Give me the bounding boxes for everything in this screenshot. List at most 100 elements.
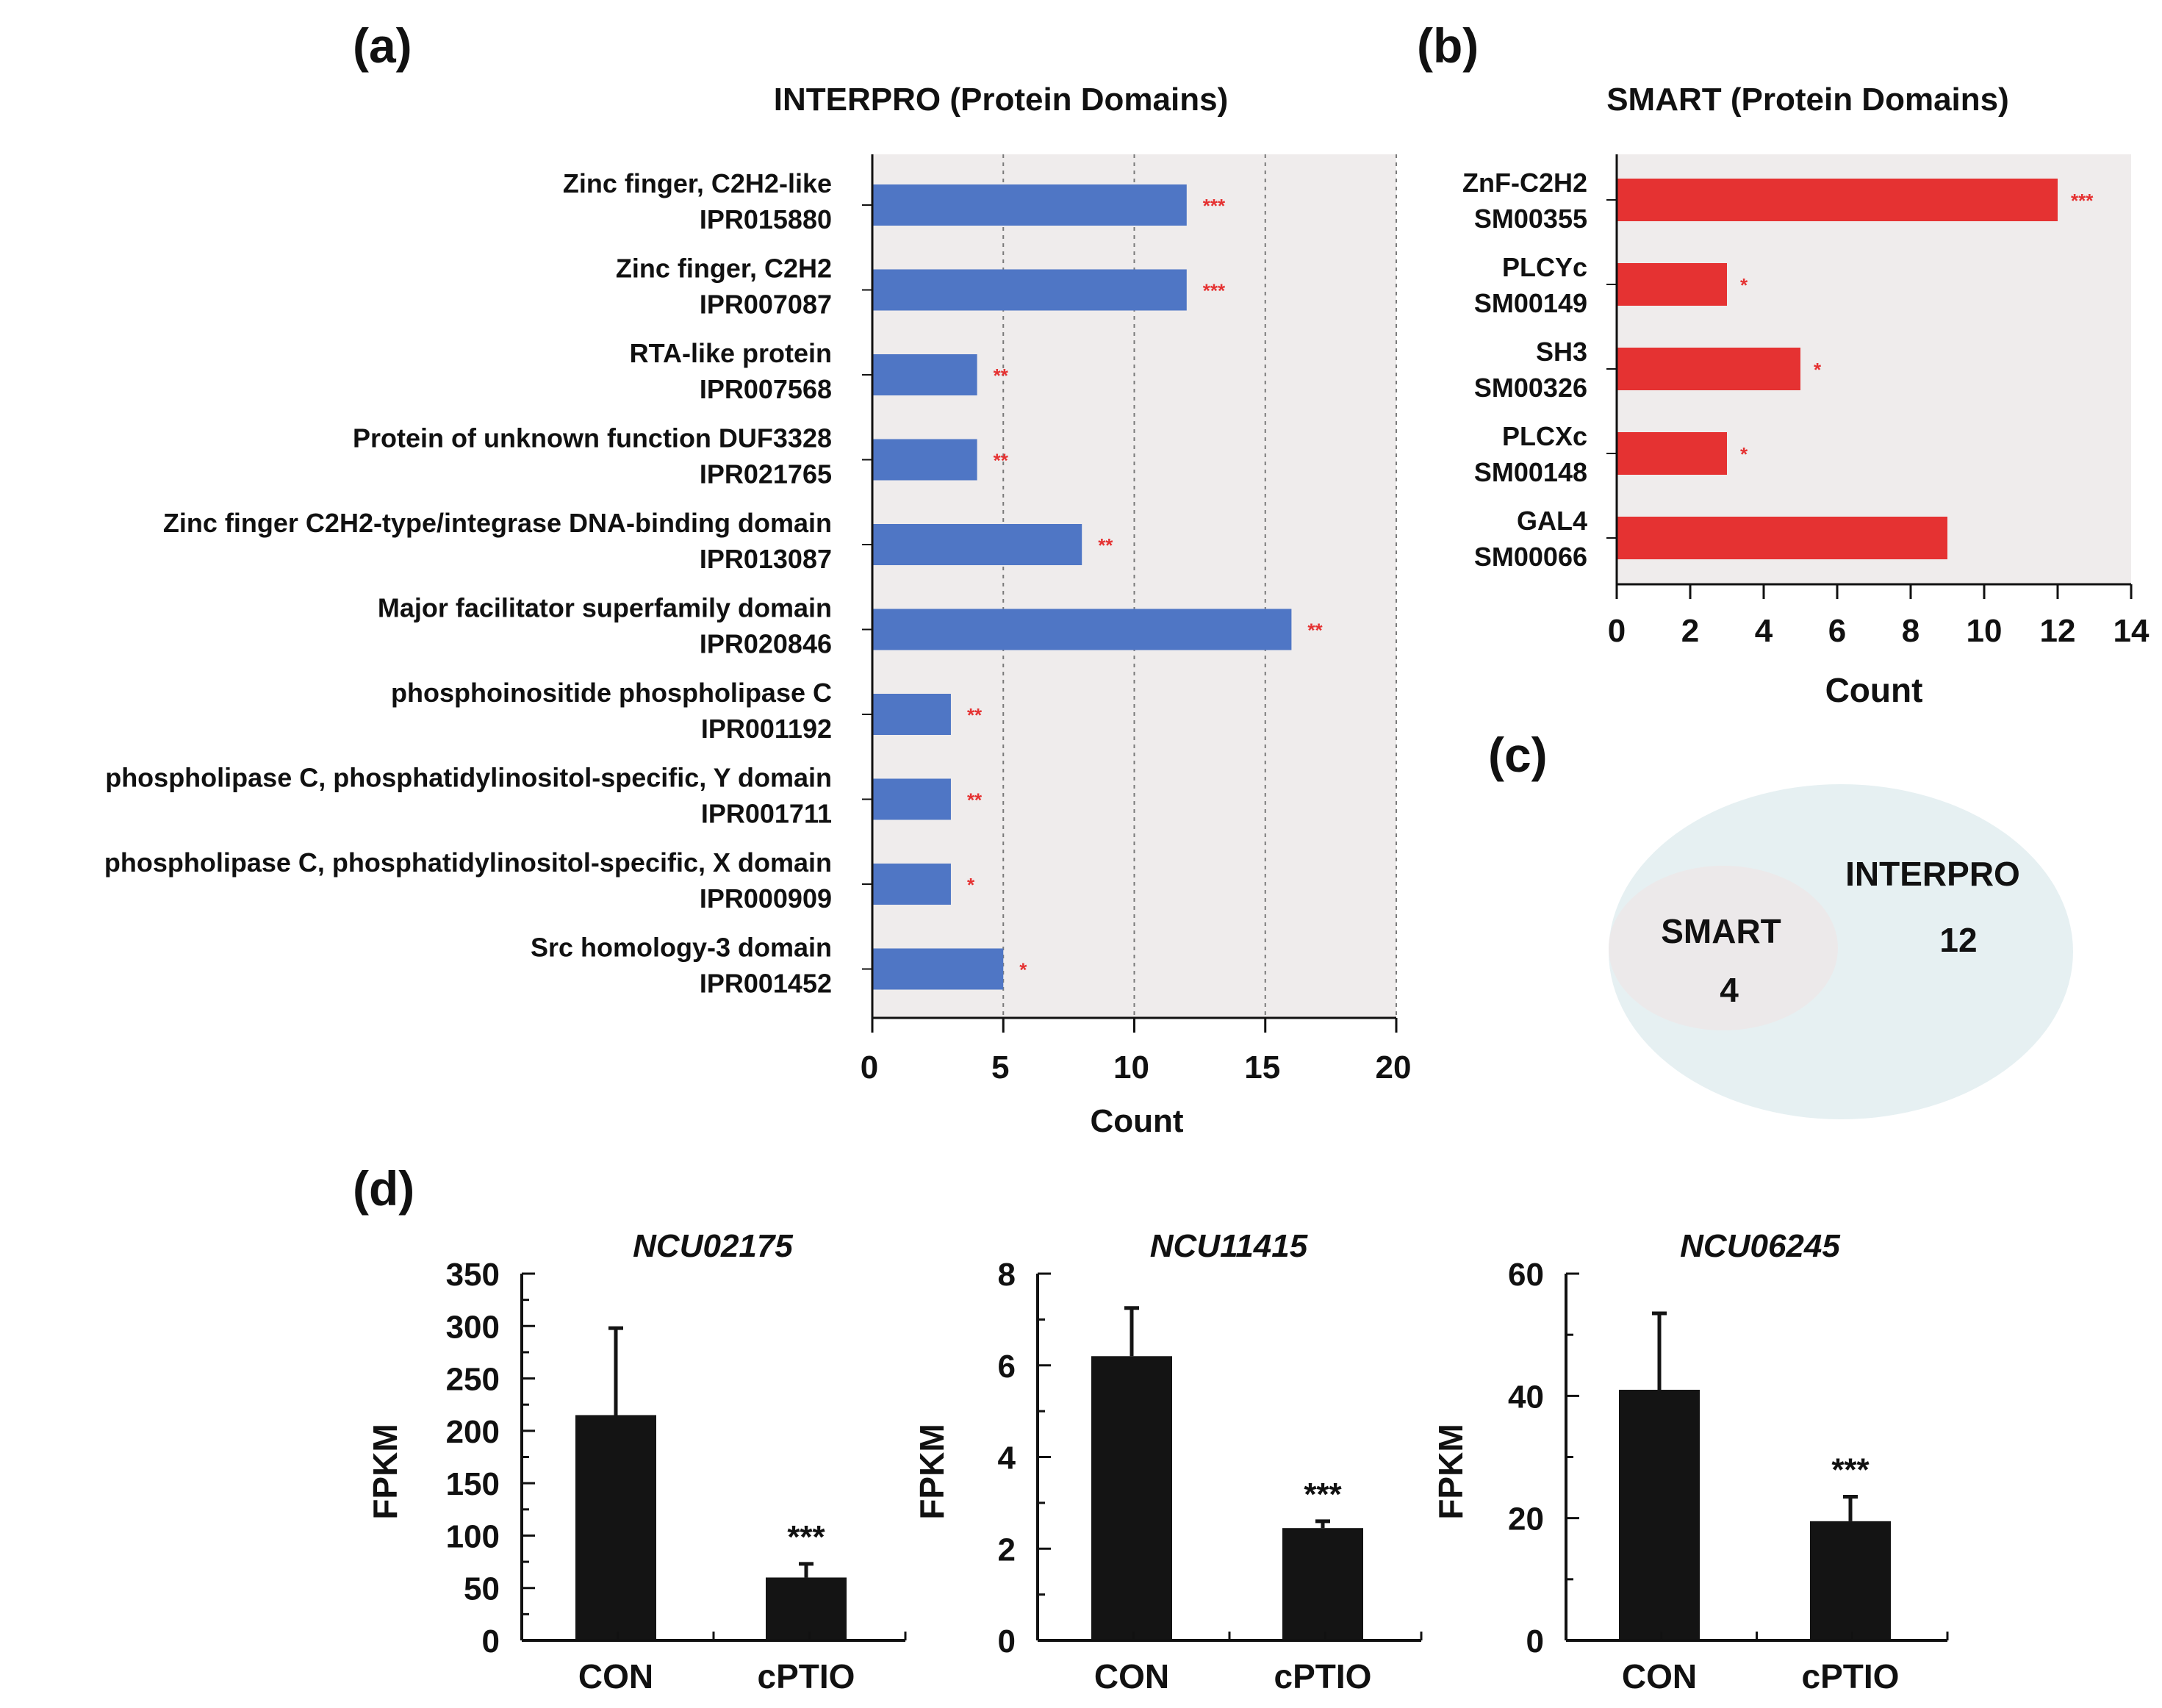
ncu06245-y-tick-label: 20 bbox=[1508, 1501, 1544, 1537]
interpro-x-tick-label: 15 bbox=[1244, 1049, 1280, 1086]
smart-bar bbox=[1617, 348, 1800, 390]
interpro-significance-mark: ** bbox=[994, 365, 1009, 387]
smart-category-id: SM00148 bbox=[1474, 457, 1587, 487]
interpro-category-id: IPR001192 bbox=[701, 714, 832, 744]
interpro-bar bbox=[872, 184, 1187, 226]
ncu11415-y-tick-label: 0 bbox=[998, 1623, 1016, 1659]
ncu02175-y-tick-label: 350 bbox=[446, 1257, 500, 1293]
interpro-significance-mark: * bbox=[1019, 959, 1027, 981]
ncu06245-title: NCU06245 bbox=[1680, 1228, 1840, 1264]
interpro-category-name: Protein of unknown function DUF3328 bbox=[353, 423, 832, 453]
smart-x-tick-label: 14 bbox=[2113, 613, 2150, 649]
interpro-category-id: IPR007568 bbox=[700, 374, 832, 404]
smart-category-name: PLCXc bbox=[1502, 421, 1587, 451]
interpro-category-id: IPR015880 bbox=[700, 204, 832, 234]
smart-x-tick-label: 2 bbox=[1681, 613, 1699, 649]
smart-chart: ****** 0 2 4 6 8 10 12 14 ZnF-C2H2SM00355PLCYcS… bbox=[1462, 82, 2150, 709]
smart-category-id: SM00355 bbox=[1474, 204, 1587, 234]
interpro-category-name: Src homology-3 domain bbox=[531, 933, 832, 963]
interpro-significance-mark: ** bbox=[994, 450, 1009, 472]
interpro-category-id: IPR021765 bbox=[700, 459, 832, 489]
interpro-category-name: Zinc finger, C2H2 bbox=[616, 254, 832, 284]
ncu11415-y-tick-label: 2 bbox=[998, 1532, 1016, 1568]
interpro-bar bbox=[872, 524, 1082, 565]
interpro-gridlines bbox=[1002, 154, 1397, 1018]
interpro-x-tick-label: 10 bbox=[1113, 1049, 1149, 1086]
interpro-bar bbox=[872, 609, 1292, 650]
ncu11415-chart: NCU11415 CON *** cPTIO 0 2 4 6 8 FPKM bbox=[913, 1228, 1423, 1696]
venn-diagram: INTERPRO 12 SMART 4 bbox=[1609, 784, 2073, 1119]
smart-x-tick-label: 4 bbox=[1755, 613, 1773, 649]
smart-bar bbox=[1617, 432, 1727, 475]
panel-label-d: (d) bbox=[353, 1161, 414, 1216]
ncu02175-y-axis-label: FPKM bbox=[366, 1424, 404, 1519]
interpro-category-labels: Zinc finger, C2H2-like IPR015880 Zinc fing… bbox=[104, 168, 832, 999]
interpro-bar bbox=[872, 269, 1187, 311]
ncu06245-y-tick-label: 40 bbox=[1508, 1379, 1544, 1415]
smart-title: SMART (Protein Domains) bbox=[1606, 82, 2009, 118]
interpro-axes: 0 5 10 15 20 bbox=[861, 154, 1411, 1086]
ncu11415-title: NCU11415 bbox=[1150, 1228, 1308, 1264]
ncu06245-x-tick-label: cPTIO bbox=[1802, 1657, 1900, 1696]
interpro-x-axis-label: Count bbox=[1090, 1103, 1183, 1139]
ncu11415-y-axis-label: FPKM bbox=[913, 1424, 951, 1519]
ncu11415-significance-mark: *** bbox=[1304, 1476, 1342, 1513]
interpro-category-name: RTA-like protein bbox=[630, 338, 832, 368]
smart-category-labels: ZnF-C2H2 SM00355 PLCYc SM00149 SH3 SM00326 PLC… bbox=[1462, 168, 1587, 572]
ncu02175-y-tick-label: 250 bbox=[446, 1362, 500, 1398]
interpro-category-name: Zinc finger, C2H2-like bbox=[563, 168, 832, 198]
panel-label-b: (b) bbox=[1417, 18, 1479, 73]
ncu06245-significance-mark: *** bbox=[1831, 1452, 1870, 1488]
interpro-bars: ******************** bbox=[872, 184, 1324, 990]
interpro-bar bbox=[872, 864, 951, 905]
smart-category-id: SM00326 bbox=[1474, 373, 1587, 403]
interpro-x-tick-label: 5 bbox=[991, 1049, 1009, 1086]
interpro-significance-mark: * bbox=[967, 874, 975, 896]
interpro-significance-mark: ** bbox=[967, 704, 983, 726]
interpro-significance-mark: *** bbox=[1203, 195, 1226, 217]
interpro-bar bbox=[872, 354, 977, 395]
ncu11415-bar bbox=[1091, 1356, 1172, 1640]
interpro-bar bbox=[872, 694, 951, 735]
interpro-category-id: IPR020846 bbox=[700, 629, 832, 659]
ncu06245-y-axis-label: FPKM bbox=[1432, 1424, 1470, 1519]
smart-category-id: SM00066 bbox=[1474, 542, 1587, 572]
interpro-category-id: IPR000909 bbox=[700, 883, 832, 914]
ncu06245-y-tick-label: 60 bbox=[1508, 1257, 1544, 1293]
smart-x-tick-label: 6 bbox=[1828, 613, 1846, 649]
interpro-title: INTERPRO (Protein Domains) bbox=[774, 82, 1229, 118]
interpro-category-name: Major facilitator superfamily domain bbox=[378, 593, 832, 623]
interpro-significance-mark: ** bbox=[967, 789, 983, 811]
smart-category-name: ZnF-C2H2 bbox=[1462, 168, 1587, 198]
smart-significance-mark: *** bbox=[2071, 190, 2094, 212]
smart-x-tick-label: 12 bbox=[2040, 613, 2076, 649]
ncu02175-y-tick-label: 0 bbox=[482, 1623, 500, 1659]
interpro-significance-mark: ** bbox=[1098, 534, 1113, 556]
smart-significance-mark: * bbox=[1814, 359, 1822, 381]
smart-axes: 0 2 4 6 8 10 12 14 bbox=[1606, 154, 2150, 649]
venn-smart-circle bbox=[1609, 866, 1838, 1030]
ncu02175-chart: NCU02175 CON *** cPTIO 0 50 100 150 200 250 300 350… bbox=[366, 1228, 907, 1696]
ncu11415-x-tick-label: CON bbox=[1094, 1657, 1169, 1696]
venn-interpro-count: 12 bbox=[1939, 921, 1977, 959]
ncu02175-significance-mark: *** bbox=[787, 1519, 825, 1555]
smart-x-axis-label: Count bbox=[1825, 671, 1923, 709]
ncu02175-x-tick-label: CON bbox=[578, 1657, 653, 1696]
ncu06245-bar bbox=[1810, 1521, 1891, 1640]
interpro-category-name: phospholipase C, phosphatidylinositol-sp… bbox=[105, 763, 832, 793]
ncu02175-x-tick-label: cPTIO bbox=[758, 1657, 855, 1696]
smart-significance-mark: * bbox=[1740, 274, 1748, 296]
smart-x-tick-label: 8 bbox=[1902, 613, 1919, 649]
smart-significance-mark: * bbox=[1740, 443, 1748, 465]
smart-bars: ****** bbox=[1617, 179, 2094, 559]
ncu02175-title: NCU02175 bbox=[633, 1228, 793, 1264]
smart-x-tick-label: 0 bbox=[1608, 613, 1626, 649]
ncu02175-y-tick-label: 200 bbox=[446, 1414, 500, 1450]
smart-category-name: GAL4 bbox=[1517, 506, 1587, 536]
ncu11415-y-tick-label: 6 bbox=[998, 1349, 1016, 1385]
venn-interpro-label: INTERPRO bbox=[1845, 855, 2020, 893]
interpro-category-name: phosphoinositide phospholipase C bbox=[391, 678, 832, 708]
ncu06245-x-tick-label: CON bbox=[1622, 1657, 1697, 1696]
interpro-category-name: Zinc finger C2H2-type/integrase DNA-bind… bbox=[163, 508, 832, 538]
